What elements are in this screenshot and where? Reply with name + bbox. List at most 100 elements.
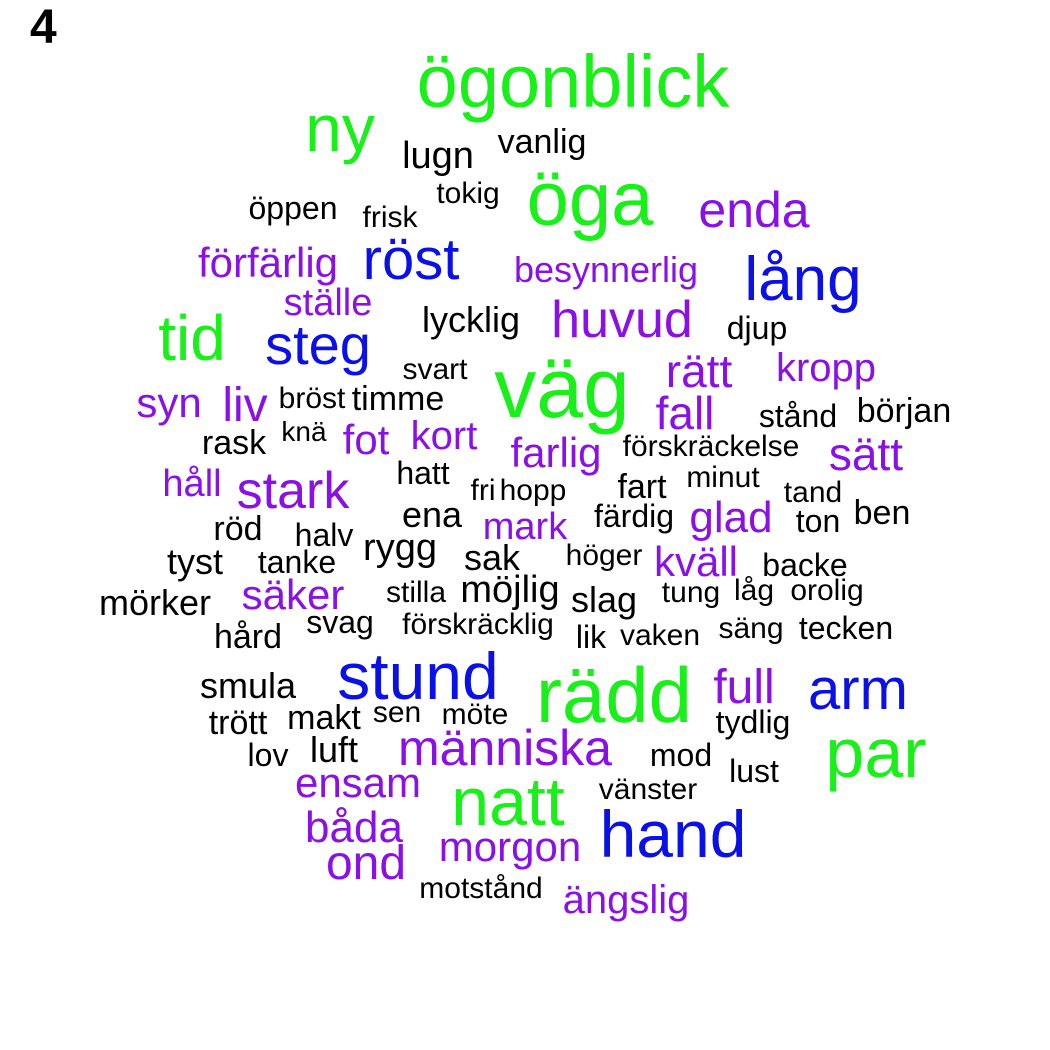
cloud-word: huvud (551, 291, 693, 349)
cloud-word: början (856, 392, 952, 430)
cloud-word: backe (762, 547, 848, 583)
cloud-word: säker (241, 571, 345, 618)
cloud-word: smula (199, 665, 297, 706)
cloud-word: röst (362, 227, 460, 292)
cloud-word: djup (726, 310, 788, 346)
cloud-word: säng (718, 612, 784, 645)
cloud-word: människa (398, 720, 612, 776)
cloud-word: håll (162, 463, 222, 505)
cloud-word: frisk (362, 201, 418, 234)
cloud-word: väg (494, 341, 630, 435)
cloud-word: ensam (294, 759, 422, 806)
cloud-word: fri (470, 474, 496, 507)
cloud-word: trött (208, 704, 268, 742)
cloud-word: mark (482, 506, 568, 548)
cloud-word: hand (599, 797, 747, 871)
cloud-word: ängslig (562, 878, 690, 922)
cloud-word: fot (342, 416, 390, 463)
cloud-word: sen (372, 696, 422, 729)
cloud-word: vaken (619, 619, 701, 652)
cloud-word: hatt (396, 455, 450, 491)
cloud-word: rygg (363, 527, 437, 569)
cloud-word: glad (689, 493, 773, 542)
cloud-word: låg (733, 574, 775, 607)
cloud-word: tid (158, 302, 226, 374)
cloud-word: båda (305, 803, 403, 852)
cloud-word: mörker (98, 582, 212, 623)
cloud-word: tung (661, 576, 721, 609)
cloud-word: stånd (758, 398, 838, 434)
cloud-word: svart (402, 353, 468, 386)
cloud-word: hård (213, 618, 283, 656)
cloud-word: farlig (510, 429, 602, 476)
cloud-word: rask (201, 424, 267, 462)
cloud-word: ben (853, 494, 911, 532)
cloud-word: hopp (499, 474, 567, 507)
cloud-word: vänster (598, 773, 698, 806)
cloud-word: makt (287, 699, 361, 737)
cloud-word: ond (325, 837, 407, 890)
cloud-word: svag (306, 604, 374, 640)
cloud-word: stund (337, 639, 499, 713)
cloud-word: höger (565, 539, 643, 572)
cloud-word: rätt (665, 345, 733, 397)
cloud-word: förskräcklig (402, 608, 554, 641)
cloud-word: lycklig (421, 299, 521, 340)
cloud-word: mod (649, 737, 713, 773)
cloud-word: bröst (278, 382, 346, 415)
cloud-word: par (825, 714, 927, 792)
cloud-word: luft (309, 729, 359, 770)
cloud-word: arm (808, 657, 908, 722)
cloud-word: öga (526, 157, 654, 242)
cloud-word: kort (410, 414, 478, 458)
cloud-word: rädd (535, 651, 693, 739)
cloud-word: tyst (166, 541, 224, 582)
cloud-word: besynnerlig (513, 249, 699, 290)
cloud-word: tanke (257, 544, 337, 580)
cloud-word: stilla (385, 576, 447, 609)
cloud-word: kväll (653, 538, 739, 585)
cloud-word: sak (463, 537, 521, 578)
cloud-word: fall (655, 387, 715, 439)
cloud-word: lov (247, 737, 289, 773)
cloud-word: ställe (283, 282, 373, 324)
cloud-word: morgon (438, 823, 582, 870)
cloud-word: fart (617, 468, 667, 506)
cloud-word: tokig (436, 177, 500, 210)
cloud-word: motstånd (419, 872, 543, 905)
cloud-word: vanlig (497, 123, 587, 161)
cloud-word: minut (686, 461, 760, 494)
cloud-word: möjlig (460, 569, 560, 611)
cloud-word: färdig (593, 498, 675, 534)
cloud-word: full (713, 661, 775, 714)
cloud-word: möte (441, 698, 509, 731)
cloud-word: syn (136, 379, 202, 426)
cloud-word: ny (305, 91, 375, 165)
cloud-word: förskräckelse (622, 430, 800, 463)
cloud-word: liv (222, 379, 268, 432)
cloud-word: steg (265, 313, 371, 376)
cloud-word: knä (281, 416, 327, 447)
cloud-word: ögonblick (416, 40, 730, 123)
cloud-word: kropp (775, 346, 877, 390)
cloud-word: lugn (402, 135, 474, 177)
cloud-word: enda (698, 182, 810, 238)
cloud-word: tydlig (715, 704, 791, 740)
cloud-word: orolig (790, 574, 864, 607)
cloud-word: slag (570, 579, 638, 620)
cloud-word: lik (575, 619, 607, 655)
cloud-word: ena (401, 494, 463, 535)
cloud-word: lust (729, 753, 779, 789)
cloud-word: halv (294, 517, 354, 553)
cloud-word: stark (236, 462, 350, 520)
panel-label: 4 (30, 1, 57, 54)
cloud-word: röd (213, 510, 263, 548)
cloud-word: sätt (828, 428, 904, 480)
cloud-word: förfärlig (197, 239, 339, 286)
cloud-word: natt (451, 764, 565, 840)
cloud-word: öppen (248, 190, 338, 226)
cloud-word: tecken (798, 610, 894, 646)
cloud-word: ton (795, 503, 841, 539)
cloud-word: tand (783, 476, 843, 509)
